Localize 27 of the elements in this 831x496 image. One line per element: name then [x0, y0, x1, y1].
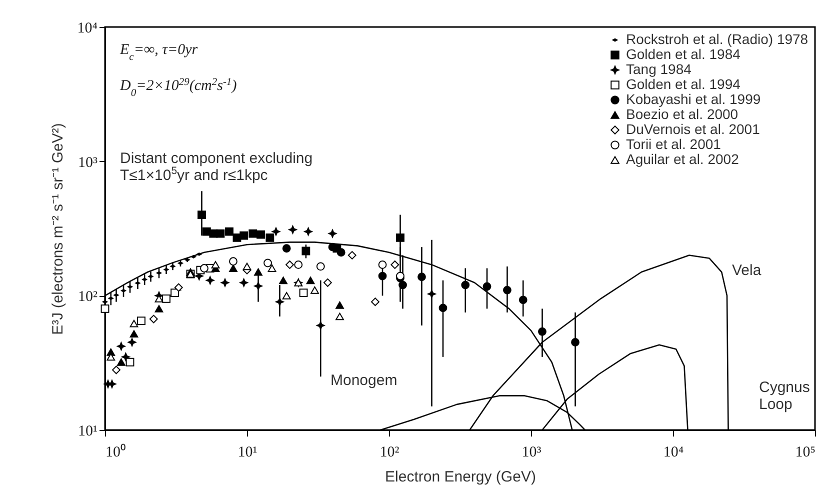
annotation: Cygnus Loop — [759, 379, 810, 413]
legend-label: Kobayashi et al. 1999 — [626, 91, 761, 107]
legend-label: DuVernois et al. 2001 — [626, 121, 760, 137]
y-tick-label: 10² — [78, 289, 98, 306]
legend-label: Tang 1984 — [626, 61, 692, 77]
x-tick-label: 10¹ — [238, 444, 258, 460]
legend-label: Rockstroh et al. (Radio) 1978 — [626, 31, 808, 47]
x-tick-label: 10³ — [522, 444, 542, 460]
y-tick-label: 10⁴ — [77, 20, 98, 36]
legend-label: Golden et al. 1994 — [626, 76, 741, 92]
legend-label: Torii et al. 2001 — [626, 136, 722, 152]
x-tick-label: 10⁵ — [795, 444, 816, 460]
text: D$_{0}$=2×10$^{29}$(cm$^{2}$s$^{-1}$) — [120, 76, 237, 98]
x-tick-label: 10⁰ — [106, 444, 126, 460]
legend-label: Boezio et al. 2000 — [626, 106, 738, 122]
annotation: Distant component excluding T≤1×10$^{5}$yr and r≤1kpc — [120, 150, 313, 184]
x-tick-label: 10² — [380, 444, 400, 460]
y-tick-label: 10³ — [78, 154, 98, 171]
annotation: Monogem — [330, 372, 398, 390]
y-tick-label: 10¹ — [78, 424, 98, 440]
x-tick-label: 10⁴ — [663, 444, 684, 460]
x-axis-title: Electron Energy (GeV) — [385, 468, 536, 486]
legend-label: Aguilar et al. 2002 — [626, 151, 740, 167]
y-axis-title: E³J (electrons m⁻² s⁻¹ sr⁻¹ GeV²) — [49, 123, 66, 335]
annotation: Vela — [732, 262, 762, 279]
annotation: E$_{c}$=∞, τ=0yr — [119, 42, 198, 62]
legend-label: Golden et al. 1984 — [626, 46, 741, 62]
